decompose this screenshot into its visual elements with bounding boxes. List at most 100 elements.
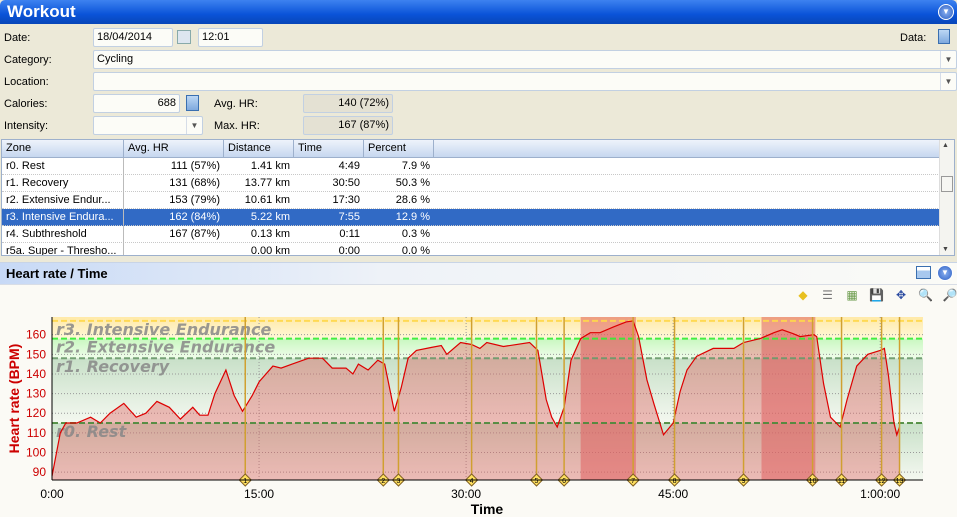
table-cell: 0.13 km: [250, 228, 290, 240]
calories-input[interactable]: 688: [93, 94, 180, 113]
chart-panel-header: Heart rate / Time: [0, 262, 957, 284]
column-header-avg-hr[interactable]: Avg. HR: [124, 140, 224, 158]
table-cell: 4:49: [338, 160, 360, 172]
table-cell: r0. Rest: [6, 160, 45, 172]
chevron-down-icon[interactable]: ▼: [186, 117, 202, 134]
lap-number: 10: [809, 478, 817, 485]
table-cell: 10.61 km: [244, 194, 290, 206]
table-cell: 153 (79%): [169, 194, 220, 206]
table-cell: r4. Subthreshold: [6, 228, 87, 240]
table-cell: 13.77 km: [244, 177, 290, 189]
avg-hr-value: 140 (72%): [303, 94, 393, 113]
table-cell: r3. Intensive Endura...: [6, 211, 114, 223]
collapse-icon[interactable]: ▼: [938, 4, 954, 20]
table-cell: 0:00: [338, 245, 360, 256]
location-select[interactable]: ▼: [93, 72, 957, 91]
table-cell: 28.6 %: [395, 194, 430, 206]
x-tick-label: 1:00:00: [860, 487, 900, 501]
lap-number: 2: [381, 478, 385, 485]
zone-label: r3. Intensive Endurance: [56, 320, 271, 339]
table-cell: 0.0 %: [401, 245, 430, 256]
table-cell: 7:55: [338, 211, 360, 223]
table-cell: 167 (87%): [169, 228, 220, 240]
layout-icon[interactable]: [916, 266, 931, 279]
table-row[interactable]: r4. Subthreshold 167 (87%) 0.13 km 0:11 0.3 …: [2, 226, 940, 243]
date-input[interactable]: 18/04/2014: [93, 28, 173, 47]
y-tick-label: 100: [26, 446, 46, 460]
table-cell: 17:30: [332, 194, 360, 206]
table-row[interactable]: r0. Rest 111 (57%) 1.41 km 4:49 7.9 %: [2, 158, 940, 175]
zone-label: r2. Extensive Endurance: [56, 338, 275, 357]
zoom-out-icon[interactable]: 🔍: [918, 288, 933, 302]
date-label: Date:: [4, 32, 31, 44]
intensity-label: Intensity:: [4, 120, 49, 132]
table-cell: r1. Recovery: [6, 177, 69, 189]
calculator-icon[interactable]: [938, 29, 950, 44]
lap-number: 1: [243, 478, 247, 485]
table-cell: 50.3 %: [395, 177, 430, 189]
table-cell: 0.3 %: [401, 228, 430, 240]
y-tick-label: 110: [27, 426, 46, 440]
zone-label: r1. Recovery: [56, 357, 170, 376]
column-header-percent[interactable]: Percent: [364, 140, 434, 158]
zone-band: [52, 338, 923, 359]
fit-icon[interactable]: ✥: [895, 288, 907, 302]
zoom-in-icon[interactable]: 🔎: [942, 288, 957, 302]
table-cell: 1.41 km: [250, 160, 290, 172]
table-cell: 5.22 km: [250, 211, 290, 223]
table-cell: r2. Extensive Endur...: [6, 194, 111, 206]
table-cell: 162 (84%): [169, 211, 220, 223]
window-title: Workout: [7, 2, 76, 21]
table-cell: 0.00 km: [250, 245, 290, 256]
window-title-bar: Workout: [0, 0, 957, 24]
x-axis-title: Time: [471, 501, 504, 517]
column-header-zone[interactable]: Zone: [2, 140, 124, 158]
category-select[interactable]: Cycling ▼: [93, 50, 957, 69]
scrollbar-thumb[interactable]: [941, 176, 953, 192]
time-input[interactable]: 12:01: [198, 28, 263, 47]
calories-label: Calories:: [4, 98, 48, 110]
x-tick-label: 15:00: [244, 487, 274, 501]
table-row[interactable]: r2. Extensive Endur... 153 (79%) 10.61 km 1…: [2, 192, 940, 209]
zone-band: [52, 317, 923, 339]
collapse-panel-icon[interactable]: ▼: [937, 265, 953, 281]
lap-number: 13: [896, 478, 904, 485]
table-cell: 111 (57%): [170, 160, 220, 172]
hr-line: [51, 320, 901, 477]
chevron-down-icon[interactable]: ▼: [940, 51, 956, 68]
column-header-distance[interactable]: Distance: [224, 140, 294, 158]
column-header-time[interactable]: Time: [294, 140, 364, 158]
table-cell: 0:11: [339, 228, 360, 240]
table-row[interactable]: r1. Recovery 131 (68%) 13.77 km 30:50 50.3 %: [2, 175, 940, 192]
y-tick-label: 140: [26, 367, 46, 381]
zones-icon[interactable]: ☰: [822, 288, 833, 302]
table-cell: r5a. Super - Thresho...: [6, 245, 117, 256]
lap-number: 7: [631, 478, 635, 485]
max-hr-label: Max. HR:: [214, 120, 260, 132]
marker-icon[interactable]: ◆: [798, 288, 808, 302]
vertical-scrollbar[interactable]: ▲ ▼: [939, 140, 954, 255]
y-tick-label: 120: [26, 406, 46, 420]
x-tick-label: 30:00: [451, 487, 481, 501]
column-header-blank: [434, 140, 944, 158]
table-cell: 131 (68%): [169, 177, 220, 189]
chart-type-icon[interactable]: ▦: [846, 288, 858, 302]
category-value: Cycling: [97, 53, 134, 65]
calendar-icon[interactable]: [177, 30, 191, 44]
table-row[interactable]: r5a. Super - Thresho... 0.00 km 0:00 0.0 %: [2, 243, 940, 256]
highlighted-lap: [761, 317, 816, 480]
category-label: Category:: [4, 54, 52, 66]
intensity-select[interactable]: ▼: [93, 116, 203, 135]
table-row[interactable]: r3. Intensive Endura... 162 (84%) 5.22 km 7…: [2, 209, 940, 226]
calculator-icon[interactable]: [186, 95, 199, 111]
lap-number: 8: [673, 478, 677, 485]
lap-number: 9: [742, 478, 746, 485]
chevron-down-icon[interactable]: ▼: [940, 73, 956, 90]
data-label: Data:: [900, 32, 927, 44]
location-label: Location:: [4, 76, 49, 88]
lap-number: 12: [878, 478, 886, 485]
table-cell: 7.9 %: [401, 160, 430, 172]
x-tick-label: 45:00: [658, 487, 688, 501]
save-icon[interactable]: 💾: [869, 288, 884, 302]
